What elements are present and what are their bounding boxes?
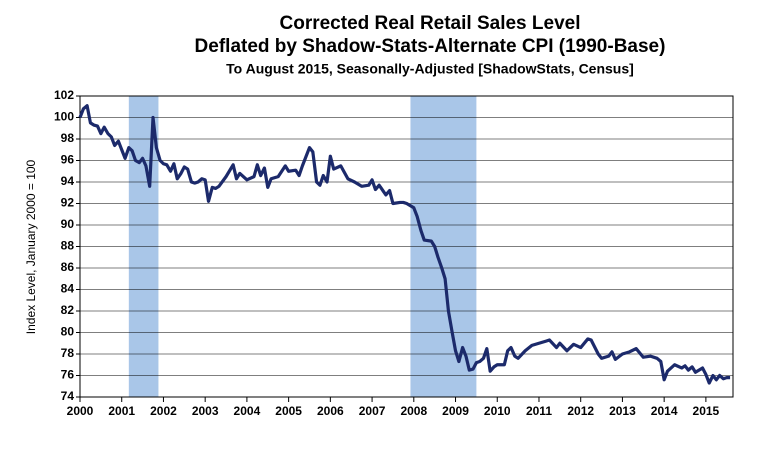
x-tick-label: 2005 bbox=[275, 404, 302, 418]
x-tick-label: 2012 bbox=[567, 404, 594, 418]
y-tick-label: 80 bbox=[61, 325, 75, 339]
y-tick-label: 86 bbox=[61, 260, 75, 274]
y-tick-label: 98 bbox=[61, 131, 75, 145]
y-tick-label: 102 bbox=[54, 88, 74, 102]
y-tick-label: 88 bbox=[61, 239, 75, 253]
x-tick-label: 2010 bbox=[484, 404, 511, 418]
y-tick-label: 100 bbox=[54, 110, 74, 124]
x-tick-label: 2001 bbox=[108, 404, 135, 418]
plot-frame bbox=[79, 95, 734, 398]
y-tick-label: 84 bbox=[61, 282, 75, 296]
x-tick-label: 2003 bbox=[192, 404, 219, 418]
x-tick-label: 2002 bbox=[150, 404, 177, 418]
x-tick-label: 2007 bbox=[359, 404, 386, 418]
x-tick-label: 2011 bbox=[526, 404, 552, 418]
chart-subtitle: To August 2015, Seasonally-Adjusted [Sha… bbox=[226, 61, 634, 77]
y-tick-label: 94 bbox=[61, 174, 75, 188]
data-line bbox=[78, 104, 731, 385]
y-tick-label: 76 bbox=[61, 368, 75, 382]
x-tick-label: 2009 bbox=[442, 404, 469, 418]
x-tick-label: 2000 bbox=[67, 404, 94, 418]
chart-title: Corrected Real Retail Sales Level bbox=[280, 13, 581, 34]
y-tick-label: 82 bbox=[61, 303, 75, 317]
y-tick-label: 96 bbox=[61, 153, 75, 167]
x-tick-label: 2013 bbox=[609, 404, 636, 418]
chart-subtitle: Deflated by Shadow-Stats-Alternate CPI (… bbox=[195, 36, 666, 57]
x-tick-label: 2015 bbox=[693, 404, 720, 418]
y-tick-label: 92 bbox=[61, 196, 75, 210]
x-tick-label: 2004 bbox=[234, 404, 261, 418]
x-tick-label: 2008 bbox=[400, 404, 427, 418]
x-tick-label: 2006 bbox=[317, 404, 344, 418]
y-tick-label: 74 bbox=[61, 389, 75, 403]
y-axis-title: Index Level, January 2000 = 100 bbox=[24, 159, 38, 334]
y-tick-label: 90 bbox=[61, 217, 75, 231]
x-tick-label: 2014 bbox=[651, 404, 678, 418]
y-tick-label: 78 bbox=[61, 346, 75, 360]
